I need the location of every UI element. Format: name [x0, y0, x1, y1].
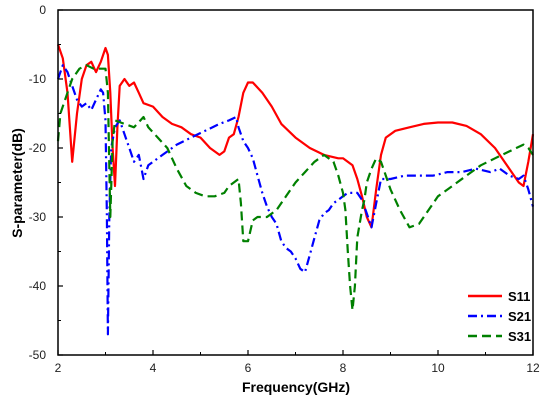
y-tick-label: -30 — [29, 210, 47, 224]
y-tick-label: -40 — [29, 279, 47, 293]
x-tick-label: 8 — [340, 361, 347, 375]
legend-label-s21: S21 — [508, 309, 531, 324]
series-line-s31 — [56, 64, 534, 312]
x-tick-label: 2 — [55, 361, 62, 375]
x-tick-label: 12 — [526, 361, 540, 375]
x-tick-label: 10 — [431, 361, 445, 375]
series-line-s21 — [56, 64, 535, 336]
series-layer — [56, 44, 535, 336]
y-tick-label: -10 — [29, 72, 47, 86]
x-axis-title: Frequency(GHz) — [242, 379, 350, 395]
legend: S11 S21 S31 — [468, 289, 531, 344]
axes-layer: 2 4 6 8 10 12 0 -10 -20 -30 -40 -50 — [29, 3, 540, 375]
y-tick-label: -20 — [29, 141, 47, 155]
x-tick-label: 6 — [245, 361, 252, 375]
legend-label-s11: S11 — [508, 289, 530, 304]
x-tick-label: 4 — [150, 361, 157, 375]
legend-label-s31: S31 — [508, 329, 531, 344]
y-tick-label: 0 — [39, 3, 46, 17]
y-axis-title: S-parameter(dB) — [9, 128, 25, 238]
series-line-s11 — [56, 44, 535, 229]
y-tick-label: -50 — [29, 348, 47, 362]
